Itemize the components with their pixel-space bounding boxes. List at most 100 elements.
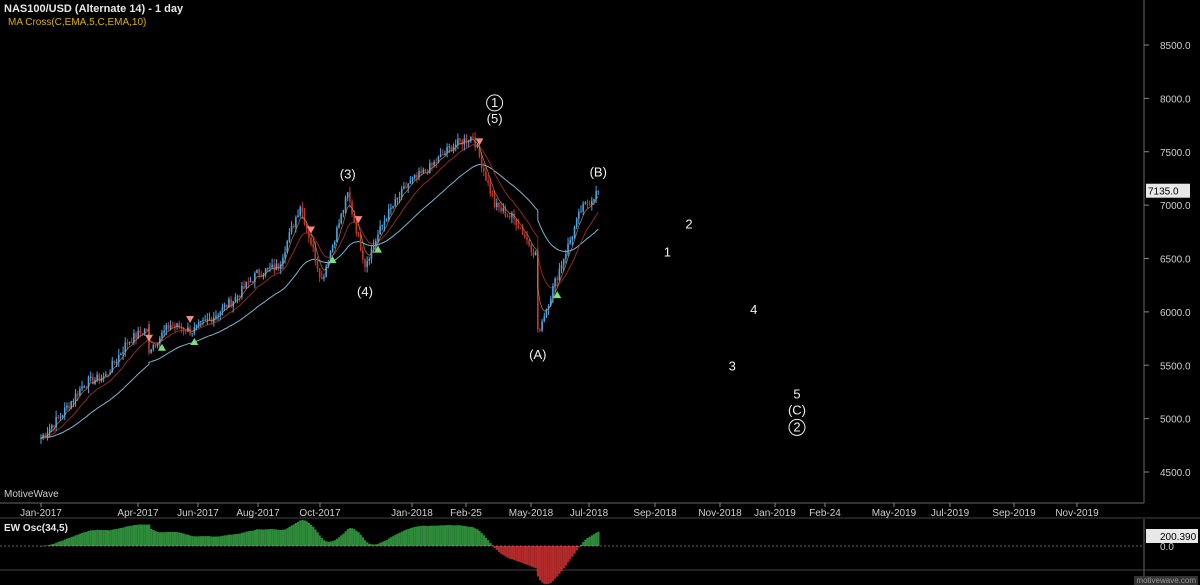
candle-body (148, 336, 150, 353)
wave-label: 1 (664, 244, 671, 259)
osc-bar (359, 534, 362, 546)
candle-body (312, 244, 314, 248)
candle-body (340, 213, 343, 224)
buy-signal-marker (553, 291, 562, 299)
osc-bar (182, 533, 185, 546)
candle-body (232, 301, 235, 307)
candle-body (578, 212, 580, 219)
candle-body (295, 217, 297, 227)
price-tick-label: 6500.0 (1160, 255, 1191, 266)
osc-bar (72, 536, 75, 546)
osc-bar (98, 529, 101, 546)
candle-body (59, 416, 62, 418)
candle-body (470, 136, 472, 141)
osc-bar (273, 529, 276, 546)
candle-body (539, 329, 541, 331)
candle-body (493, 195, 496, 207)
buy-signal-marker (190, 338, 199, 346)
candle-body (336, 227, 338, 242)
candle-body (558, 268, 561, 281)
candle-body (534, 252, 537, 256)
osc-bar (571, 546, 574, 557)
time-tick-label: Sep-2018 (633, 508, 677, 519)
candle-body (353, 214, 355, 222)
wave-label: (3) (340, 166, 356, 181)
candle-body (310, 237, 312, 245)
osc-bar (387, 538, 390, 546)
osc-bar (202, 536, 205, 546)
ema-mid-line (40, 144, 599, 439)
candle-body (342, 210, 345, 214)
chart-title: NAS100/USD (Alternate 14) - 1 day (4, 3, 184, 15)
osc-bar (214, 536, 218, 546)
candle-body (413, 174, 416, 178)
candle-body (567, 243, 569, 255)
candle-body (452, 146, 455, 151)
candle-body (441, 154, 444, 156)
candle-body (117, 354, 120, 362)
osc-bar (519, 546, 522, 563)
osc-bar (325, 541, 328, 546)
candle-body (325, 266, 327, 277)
osc-bar (407, 528, 410, 546)
candle-body (476, 145, 479, 148)
osc-bar (167, 531, 170, 546)
candle-body (580, 211, 582, 213)
osc-bar (219, 536, 222, 546)
oscillator-title: EW Osc(34,5) (4, 523, 68, 534)
candle-body (387, 208, 390, 220)
osc-bar (463, 525, 466, 546)
candle-body (448, 146, 451, 148)
last-price-tag (1146, 183, 1190, 198)
time-tick-label: Oct-2017 (299, 508, 341, 519)
candle-body (379, 226, 381, 235)
candle-body (210, 318, 213, 323)
osc-bar (558, 546, 561, 574)
time-tick-label: Apr-2017 (117, 508, 159, 519)
candle-body (541, 321, 543, 331)
osc-bar (55, 542, 58, 546)
candle-body (141, 333, 144, 335)
osc-bar (405, 529, 408, 546)
candle-body (264, 268, 267, 275)
candle-body (437, 156, 440, 163)
osc-bar (193, 536, 196, 546)
osc-bar (78, 533, 82, 546)
time-tick-label: Jan-2017 (20, 508, 62, 519)
candle-body (524, 234, 526, 238)
osc-bar (379, 542, 382, 546)
study-label: MA Cross(C,EMA,5,C,EMA,10) (8, 17, 147, 28)
osc-bar (163, 532, 166, 546)
osc-bar (288, 526, 291, 546)
osc-bar (221, 535, 224, 546)
osc-bar (510, 546, 514, 560)
wave-label: (5) (487, 111, 503, 126)
osc-bar (595, 532, 598, 546)
osc-bar (394, 534, 397, 546)
candle-body (498, 202, 500, 208)
osc-bar (500, 546, 503, 554)
osc-bar (588, 536, 591, 546)
candle-body (333, 241, 336, 246)
osc-bar (290, 525, 293, 546)
osc-bar (437, 525, 440, 546)
osc-bar (376, 543, 380, 546)
osc-bar (204, 536, 207, 546)
osc-bar (111, 529, 114, 546)
osc-bar (383, 540, 386, 546)
candle-body (128, 341, 131, 344)
candle-body (331, 245, 334, 252)
candle-body (575, 218, 578, 227)
candle-body (105, 374, 107, 377)
osc-bar (329, 541, 332, 546)
osc-bar (158, 532, 161, 546)
candle-body (446, 147, 448, 154)
candle-body (346, 192, 349, 198)
candle-body (269, 267, 271, 269)
candle-body (133, 333, 135, 343)
osc-bar (493, 546, 496, 549)
osc-zero-label: 0.0 (1160, 542, 1174, 553)
osc-bar (586, 537, 589, 546)
candle-body (115, 361, 118, 363)
